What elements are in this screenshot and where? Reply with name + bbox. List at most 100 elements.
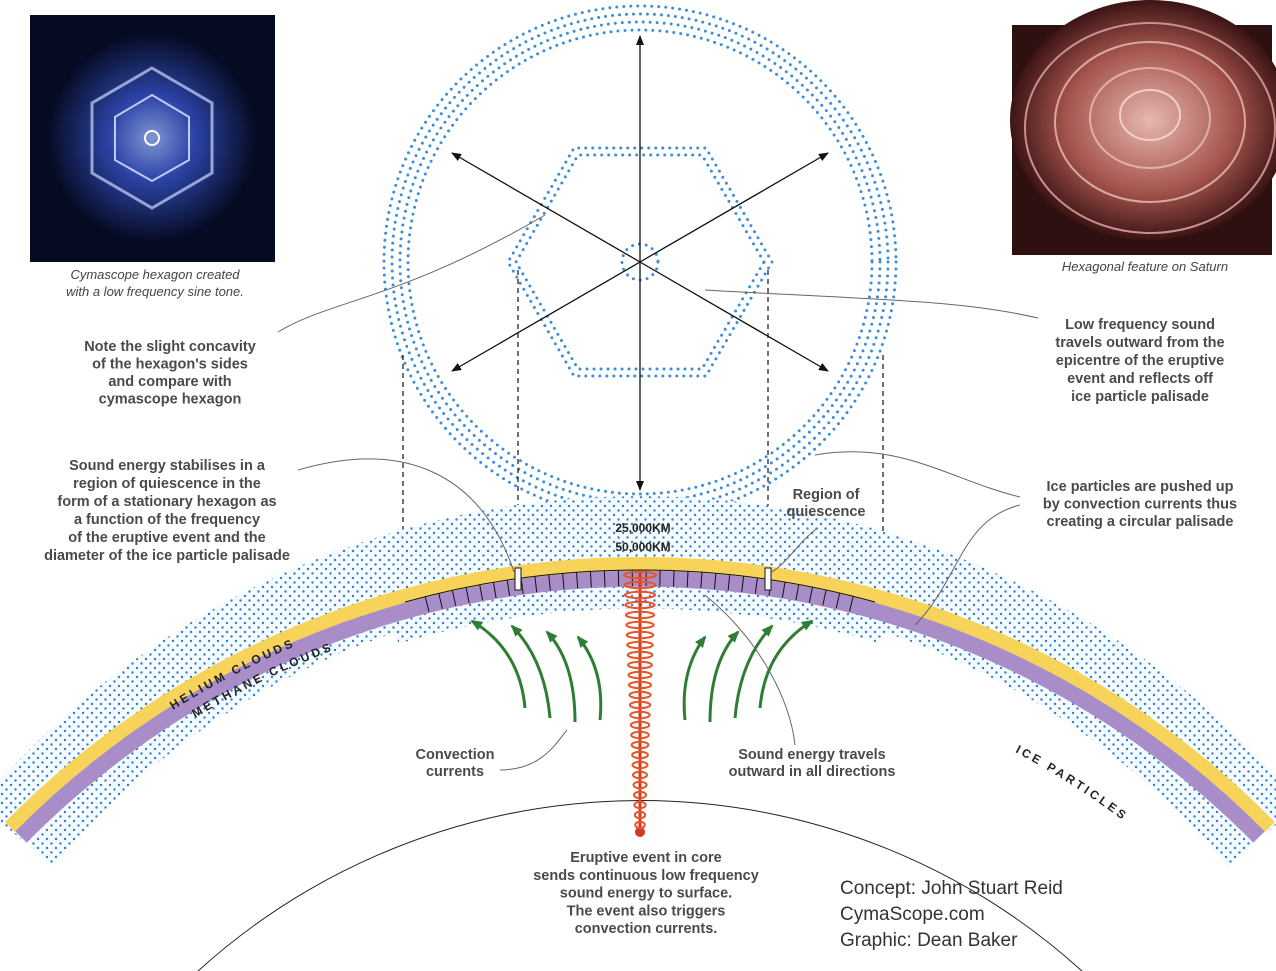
wave-arc [633,810,647,820]
text-line: sends continuous low frequency [533,868,759,884]
hatch-mark [781,581,786,598]
eruption-column [623,570,657,837]
wave-arc [628,690,652,700]
text-line: Convection [416,747,495,763]
low-frequency-note: Low frequency sound travels outward from … [1055,317,1224,405]
hatch-mark [741,576,745,593]
wave-arc [629,710,651,720]
hatch-mark [506,579,511,596]
text-line: quiescence [787,504,866,520]
wave-arc [624,600,656,610]
hatch-mark [548,574,551,591]
hatch-mark [424,596,430,613]
wave-arc [627,680,653,690]
hatch-mark [438,592,443,609]
text-line: Sound energy stabilises in a [69,458,266,474]
wave-arc [632,780,648,790]
saturn-caption: Hexagonal feature on Saturn [1062,259,1228,274]
hatch-mark [562,573,565,590]
wave-arc [627,660,653,670]
wave-arc [631,760,649,770]
eruptive-note: Eruptive event in core sends continuous l… [533,850,759,937]
hatch-mark [713,573,717,590]
hatch-mark [479,584,484,601]
hatch-mark [534,576,538,593]
wave-arc [630,740,650,750]
wave-arc [626,640,654,650]
text-line: Low frequency sound [1065,317,1215,333]
hatch-mark [835,592,841,609]
cymascope-image [30,15,275,262]
cymascope-caption: Cymascope hexagon created with a low freq… [66,267,244,299]
hatch-mark [808,586,813,603]
text-line: Eruptive event in core [570,850,722,866]
hatch-mark [700,572,703,589]
text-line: creating a circular palisade [1047,514,1234,530]
text-line: by convection currents thus [1043,497,1237,513]
hatch-mark [686,571,689,588]
wave-arc [631,750,649,760]
wave-arc [634,820,646,830]
hatch-mark [754,577,758,594]
text-line: cymascope hexagon [99,392,242,408]
wave-arc [629,720,651,730]
text-line: region of quiescence in the [73,476,261,492]
quiescence-gap [514,567,522,591]
text-line: form of a stationary hexagon as [57,494,276,510]
wave-arc [632,790,648,800]
dimension-outer: 50,000KM [615,540,670,554]
text-line: of the eruptive event and the [68,530,265,546]
text-line: epicentre of the eruptive [1056,353,1224,369]
wave-arc [623,570,657,580]
sound-arrows [451,35,829,491]
text-line: ice particle palisade [1071,389,1209,405]
convection-arrows [470,619,814,723]
hatch-mark [603,570,606,587]
hatch-mark [589,571,592,588]
wave-arc [623,580,657,590]
hatch-mark [727,574,731,591]
text-line: sound energy to surface. [560,886,732,902]
text-line: Cymascope hexagon created [70,267,240,282]
hatch-mark [795,584,800,601]
wave-arc [628,700,652,710]
wave-arc [626,650,654,660]
hatch-mark [848,595,854,612]
saturn-image [1010,0,1276,255]
wave-arc [630,730,650,740]
hatch-mark [822,589,827,606]
wave-arc [623,590,657,600]
credit: Concept: John Stuart Reid [840,878,1063,899]
text-line: diameter of the ice particle palisade [44,548,290,564]
text-line: outward in all directions [729,764,896,780]
wave-arc [625,620,655,630]
wave-arc [625,630,655,640]
text-line: of the hexagon's sides [92,357,248,373]
wave-arc [633,800,647,810]
text-line: convection currents. [575,921,718,937]
text-line: event and reflects off [1067,371,1213,387]
text-line: currents [426,764,484,780]
hatch-mark [576,572,579,589]
text-line: Note the slight concavity [84,339,256,355]
credit: Graphic: Dean Baker [840,930,1018,951]
text-line: Ice particles are pushed up [1047,479,1234,495]
wave-arc [624,610,656,620]
text-line: and compare with [108,374,231,390]
leader-lines [277,214,1039,771]
hatch-mark [465,587,470,604]
wave-arc [632,770,648,780]
quiescence-gap [764,567,772,591]
hatch-mark [451,589,457,606]
text-line: with a low frequency sine tone. [66,284,244,299]
hatch-mark [672,570,675,587]
credit: CymaScope.com [840,904,985,925]
text-line: The event also triggers [567,903,726,919]
ice-pushed-note: Ice particles are pushed up by convection… [1043,479,1237,530]
dimension-inner: 25,000KM [615,521,670,535]
text-line: a function of the frequency [74,512,260,528]
text-line: Region of [793,487,860,503]
